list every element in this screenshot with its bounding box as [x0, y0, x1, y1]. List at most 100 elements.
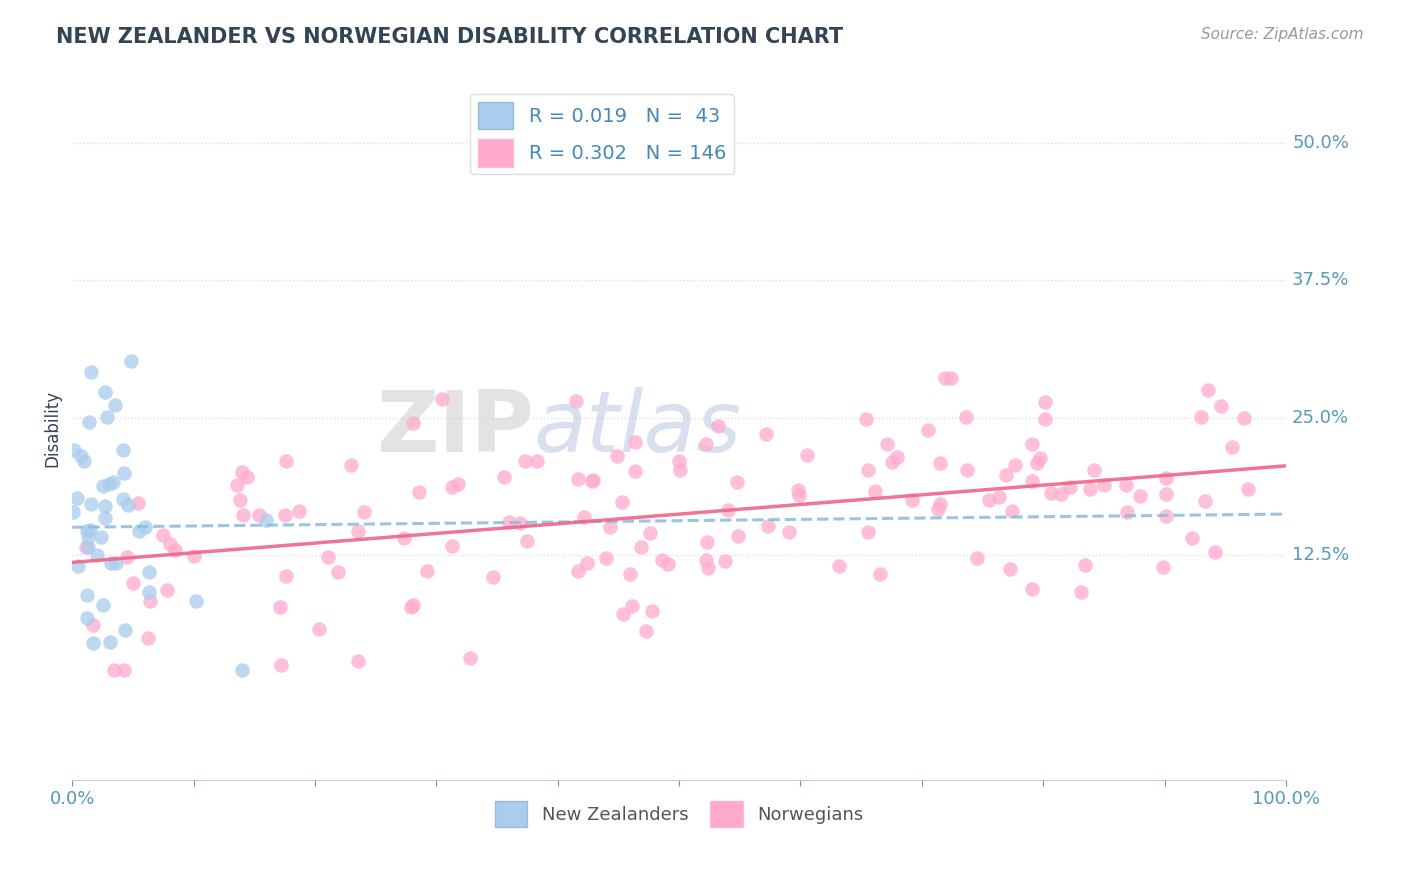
Norwegians [127, 496, 149, 510]
Norwegians [756, 518, 779, 533]
Y-axis label: Disability: Disability [44, 390, 60, 467]
Norwegians [977, 493, 1000, 508]
New Zealanders [98, 635, 121, 649]
New Zealanders [77, 530, 100, 544]
Norwegians [1194, 494, 1216, 508]
Norwegians [707, 419, 730, 434]
Norwegians [1116, 505, 1139, 519]
Norwegians [641, 604, 664, 618]
New Zealanders [100, 556, 122, 570]
Norwegians [901, 493, 924, 508]
Norwegians [697, 561, 720, 575]
Norwegians [640, 526, 662, 541]
Norwegians [274, 569, 297, 583]
Norwegians [526, 454, 548, 468]
Norwegians [498, 515, 520, 529]
Norwegians [229, 493, 252, 508]
Norwegians [236, 470, 259, 484]
Legend: New Zealanders, Norwegians: New Zealanders, Norwegians [488, 794, 870, 834]
Norwegians [657, 557, 679, 571]
Norwegians [1233, 411, 1256, 425]
Norwegians [1059, 480, 1081, 494]
New Zealanders [73, 454, 96, 468]
Text: 25.0%: 25.0% [1292, 409, 1350, 426]
Norwegians [416, 564, 439, 578]
Norwegians [1156, 487, 1178, 501]
Norwegians [564, 393, 586, 408]
New Zealanders [70, 449, 93, 463]
Norwegians [247, 508, 270, 522]
Norwegians [995, 467, 1018, 482]
New Zealanders [111, 491, 134, 506]
Norwegians [139, 594, 162, 608]
Norwegians [353, 505, 375, 519]
New Zealanders [62, 442, 84, 457]
Norwegians [581, 474, 603, 488]
Norwegians [599, 520, 621, 534]
Norwegians [152, 528, 174, 542]
Norwegians [1220, 440, 1243, 454]
New Zealanders [66, 491, 89, 505]
Norwegians [440, 539, 463, 553]
Norwegians [574, 510, 596, 524]
Norwegians [347, 524, 370, 538]
New Zealanders [111, 443, 134, 458]
Norwegians [1070, 585, 1092, 599]
Norwegians [1129, 489, 1152, 503]
New Zealanders [105, 557, 128, 571]
Norwegians [112, 663, 135, 677]
Norwegians [288, 504, 311, 518]
Norwegians [651, 553, 673, 567]
New Zealanders [184, 594, 207, 608]
Norwegians [232, 508, 254, 522]
Text: 50.0%: 50.0% [1292, 135, 1348, 153]
Norwegians [225, 478, 247, 492]
Norwegians [1074, 558, 1097, 572]
Norwegians [727, 529, 749, 543]
Norwegians [103, 663, 125, 677]
Norwegians [695, 553, 717, 567]
New Zealanders [138, 585, 160, 599]
Norwegians [754, 427, 776, 442]
Norwegians [1083, 463, 1105, 477]
New Zealanders [94, 499, 117, 513]
Norwegians [1004, 458, 1026, 473]
Norwegians [621, 599, 644, 614]
Norwegians [939, 371, 962, 385]
New Zealanders [90, 530, 112, 544]
Norwegians [1025, 456, 1047, 470]
New Zealanders [80, 497, 103, 511]
Text: Source: ZipAtlas.com: Source: ZipAtlas.com [1201, 27, 1364, 42]
Norwegians [165, 543, 187, 558]
Norwegians [778, 525, 800, 540]
Norwegians [624, 464, 647, 478]
Norwegians [606, 449, 628, 463]
Norwegians [328, 565, 350, 579]
Norwegians [316, 549, 339, 564]
New Zealanders [114, 624, 136, 638]
Norwegians [1115, 478, 1137, 492]
Norwegians [828, 558, 851, 573]
Norwegians [934, 371, 956, 385]
Norwegians [156, 583, 179, 598]
New Zealanders [134, 519, 156, 533]
Norwegians [998, 562, 1021, 576]
Norwegians [582, 473, 605, 487]
Norwegians [347, 654, 370, 668]
New Zealanders [94, 511, 117, 525]
Norwegians [115, 549, 138, 564]
Norwegians [695, 437, 717, 451]
Text: 37.5%: 37.5% [1292, 271, 1350, 289]
Norwegians [1078, 482, 1101, 496]
New Zealanders [86, 549, 108, 563]
Norwegians [612, 607, 634, 622]
Norwegians [1021, 437, 1043, 451]
New Zealanders [79, 523, 101, 537]
Norwegians [273, 508, 295, 522]
Norwegians [1029, 451, 1052, 466]
Norwegians [513, 454, 536, 468]
Norwegians [482, 570, 505, 584]
Norwegians [955, 409, 977, 424]
Norwegians [855, 412, 877, 426]
Norwegians [1154, 509, 1177, 524]
